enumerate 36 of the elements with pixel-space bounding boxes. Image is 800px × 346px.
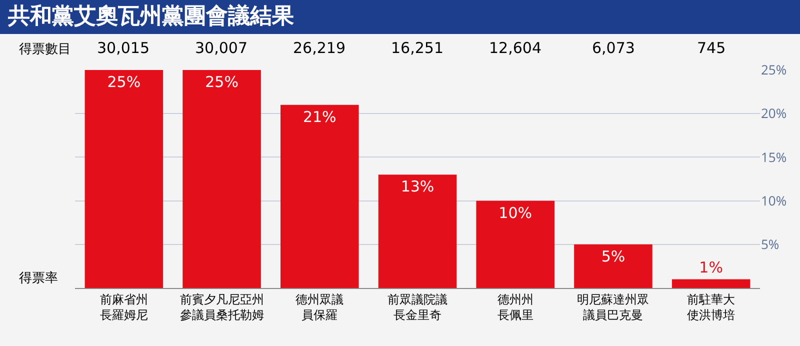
bar [182, 70, 261, 288]
bar [84, 70, 164, 288]
text: 30,007 [195, 39, 248, 57]
data-label: 25% [107, 73, 141, 91]
x-tick-label: 德州州長佩里 [497, 290, 534, 323]
y-tick-label: 25% [761, 60, 787, 79]
text: 26,219 [293, 39, 346, 57]
x-tick-label: 德州眾議員保羅 [296, 290, 344, 323]
data-label: 5% [601, 247, 626, 266]
y-tick-label: 10% [761, 191, 787, 210]
text: 30,015 [97, 39, 150, 57]
text: 745 [697, 39, 726, 57]
bar [574, 244, 652, 288]
data-label: 1% [699, 258, 723, 276]
x-tick-label: 前眾議院議長金里奇 [388, 290, 448, 323]
y-tick-label: 20% [761, 104, 787, 122]
y-tick-label: 5% [761, 234, 780, 253]
bar [280, 104, 359, 288]
bar [672, 279, 750, 288]
chart-title: 共和黨艾奧瓦州黨團會議結果 [0, 0, 800, 34]
bar [476, 200, 554, 288]
data-label: 21% [302, 108, 336, 126]
data-label: 10% [498, 204, 532, 222]
text: 16,251 [391, 39, 444, 57]
x-tick-label: 明尼蘇達州眾議員巴克曼 [577, 290, 650, 323]
data-label: 25% [205, 73, 238, 91]
x-tick-label: 前麻省州長羅姆尼 [100, 290, 148, 323]
text: 6,073 [592, 39, 635, 57]
y-tick-label: 15% [761, 148, 787, 166]
bar [378, 174, 457, 288]
data-label: 13% [400, 178, 434, 196]
x-tick-label: 前賓夕凡尼亞州參議員桑托勒姆 [180, 290, 264, 323]
x-tick-label: 前駐華大使洪博培 [687, 290, 736, 323]
text: 得票率 [19, 268, 58, 286]
text: 得票數目 [19, 39, 71, 57]
text: 12,604 [489, 39, 542, 57]
